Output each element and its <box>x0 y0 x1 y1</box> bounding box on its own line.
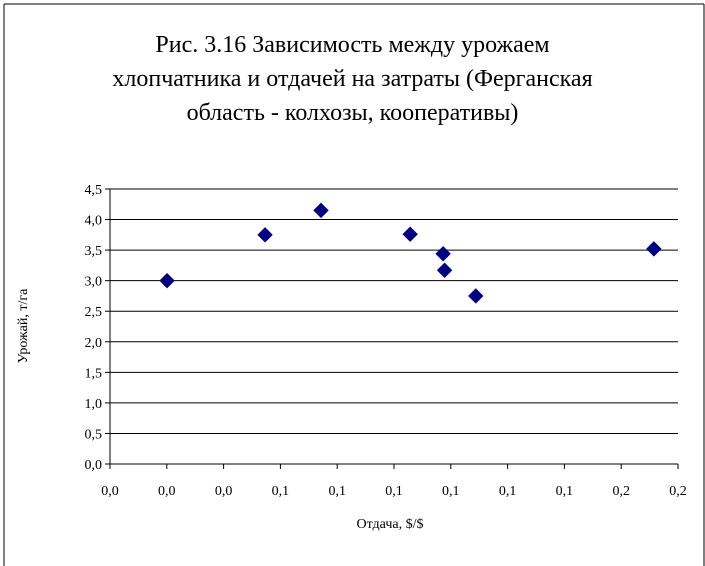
y-tick-label: 1,5 <box>85 366 103 381</box>
x-tick-label: 0,1 <box>328 484 346 499</box>
x-tick-label: 0,0 <box>158 484 176 499</box>
y-tick-label: 0,5 <box>85 427 103 442</box>
data-point <box>646 241 662 257</box>
x-tick-label: 0,1 <box>442 484 460 499</box>
y-tick-label: 4,5 <box>85 183 103 198</box>
y-axis-label: Урожай, т/га <box>16 288 31 363</box>
y-tick-label: 3,0 <box>85 275 103 290</box>
y-tick-label: 3,5 <box>85 244 103 259</box>
x-tick-label: 0,2 <box>612 484 630 499</box>
y-tick-label: 0,0 <box>85 458 103 473</box>
data-point <box>159 272 175 289</box>
x-tick-label: 0,1 <box>385 484 403 499</box>
data-point <box>402 226 418 242</box>
x-tick-label: 0,2 <box>669 484 687 499</box>
data-point <box>436 262 453 278</box>
data-point <box>313 202 329 219</box>
x-tick-label: 0,0 <box>101 484 119 499</box>
x-tick-label: 0,1 <box>556 484 574 499</box>
chart-title: Рис. 3.16 Зависимость между урожаем хлоп… <box>112 32 593 126</box>
x-tick-label: 0,1 <box>272 484 290 499</box>
data-point <box>435 246 451 262</box>
x-tick-label: 0,0 <box>215 484 233 499</box>
y-tick-label: 2,5 <box>85 305 103 320</box>
y-tick-label: 4,0 <box>85 214 103 229</box>
x-tick-label: 0,1 <box>499 484 517 499</box>
y-tick-label: 1,0 <box>85 397 103 412</box>
data-point <box>468 288 484 304</box>
data-point <box>257 227 273 243</box>
y-tick-label: 2,0 <box>85 336 103 351</box>
x-axis-label: Отдача, $/$ <box>357 517 424 532</box>
